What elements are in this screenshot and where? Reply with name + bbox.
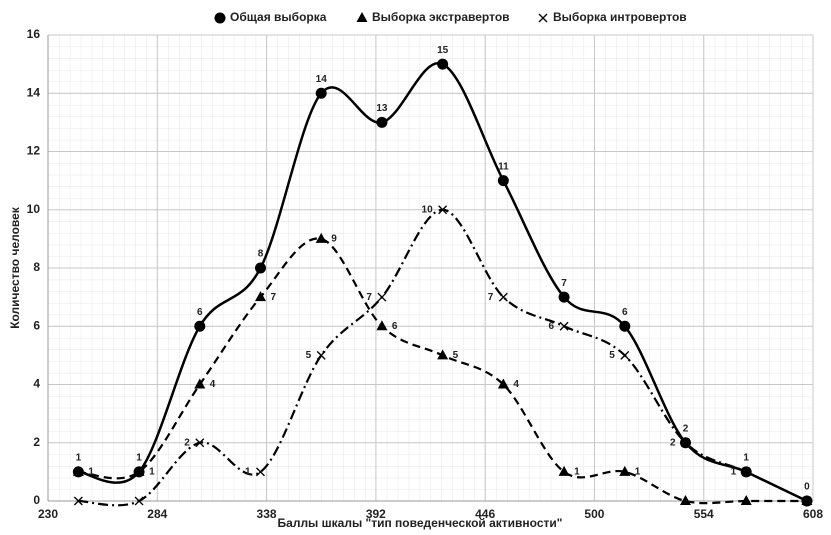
- data-label: 1: [743, 453, 749, 464]
- data-label: 0: [804, 482, 810, 493]
- marker: [741, 467, 751, 477]
- marker: [438, 205, 448, 215]
- marker: [740, 495, 752, 505]
- marker: [497, 378, 509, 389]
- marker: [255, 262, 266, 274]
- marker: [558, 465, 570, 476]
- data-label: 1: [136, 453, 142, 464]
- y-tick-label: 8: [33, 260, 40, 274]
- marker: [134, 496, 144, 506]
- data-label: 5: [453, 350, 459, 361]
- y-tick-label: 6: [33, 318, 40, 332]
- data-label: 4: [513, 379, 519, 390]
- marker: [316, 350, 326, 360]
- data-label: 1: [149, 467, 155, 478]
- marker: [681, 438, 690, 448]
- marker: [802, 496, 812, 506]
- y-tick-label: 4: [33, 377, 40, 391]
- marker: [356, 12, 368, 22]
- data-label: 5: [609, 350, 615, 361]
- data-label: 1: [731, 467, 737, 478]
- marker: [497, 175, 509, 187]
- data-label: 1: [574, 467, 580, 478]
- marker: [376, 116, 388, 128]
- data-label: 6: [549, 321, 555, 332]
- marker: [73, 496, 83, 506]
- y-tick-label: 10: [27, 202, 41, 216]
- marker: [619, 465, 631, 476]
- legend-label: Выборка экстравертов: [372, 10, 510, 24]
- data-label: 13: [376, 103, 388, 114]
- data-label: 2: [670, 437, 676, 448]
- marker: [558, 291, 570, 303]
- y-tick-label: 12: [27, 144, 41, 158]
- x-tick-label: 608: [803, 507, 823, 521]
- data-label: 2: [683, 423, 689, 434]
- legend-label: Выборка интровертов: [553, 10, 687, 24]
- data-label: 1: [635, 467, 641, 478]
- x-tick-label: 446: [475, 507, 495, 521]
- data-label: 7: [271, 292, 277, 303]
- data-label: 7: [561, 278, 567, 289]
- data-label: 6: [197, 307, 203, 318]
- marker: [195, 438, 205, 448]
- marker: [377, 292, 387, 302]
- marker: [315, 87, 327, 99]
- x-tick-label: 338: [257, 507, 277, 521]
- data-label: 14: [316, 74, 328, 85]
- data-label: 8: [258, 249, 264, 260]
- data-label: 7: [366, 292, 372, 303]
- marker: [498, 292, 508, 302]
- marker: [620, 350, 630, 360]
- data-label: 6: [622, 307, 628, 318]
- data-label: 5: [306, 350, 312, 361]
- data-label: 11: [498, 161, 509, 172]
- y-tick-label: 2: [33, 435, 40, 449]
- data-label: 15: [437, 45, 449, 56]
- data-label: 2: [184, 437, 190, 448]
- marker: [214, 12, 226, 24]
- x-tick-label: 554: [694, 507, 714, 521]
- marker: [619, 320, 631, 332]
- data-label: 1: [245, 467, 251, 478]
- y-tick-label: 14: [27, 85, 41, 99]
- marker: [256, 467, 265, 477]
- data-label: 1: [76, 453, 82, 464]
- marker: [376, 320, 388, 331]
- marker: [680, 495, 691, 505]
- marker: [194, 320, 206, 332]
- legend-label: Общая выборка: [230, 10, 327, 24]
- x-tick-label: 392: [366, 507, 386, 521]
- marker: [437, 349, 449, 360]
- y-tick-label: 16: [27, 27, 41, 41]
- x-tick-label: 230: [38, 507, 58, 521]
- data-label: 6: [392, 321, 398, 332]
- data-label: 9: [331, 234, 337, 245]
- marker: [133, 465, 145, 476]
- x-tick-label: 284: [147, 507, 167, 521]
- marker: [315, 232, 327, 243]
- marker: [559, 321, 569, 331]
- marker: [437, 58, 449, 70]
- data-label: 1: [88, 467, 94, 478]
- data-label: 7: [488, 292, 494, 303]
- marker: [538, 13, 548, 23]
- legend: Общая выборка Выборка экстравертов Выборка…: [214, 10, 687, 24]
- x-tick-label: 500: [584, 507, 604, 521]
- data-label: 10: [422, 204, 434, 215]
- y-axis-label: Количество человек: [8, 206, 22, 329]
- marker: [255, 291, 266, 302]
- y-tick-label: 0: [33, 493, 40, 507]
- marker: [194, 378, 206, 389]
- x-axis-label: Баллы шкалы "тип поведенческой активност…: [278, 516, 563, 530]
- data-label: 4: [210, 379, 216, 390]
- marker: [72, 465, 84, 476]
